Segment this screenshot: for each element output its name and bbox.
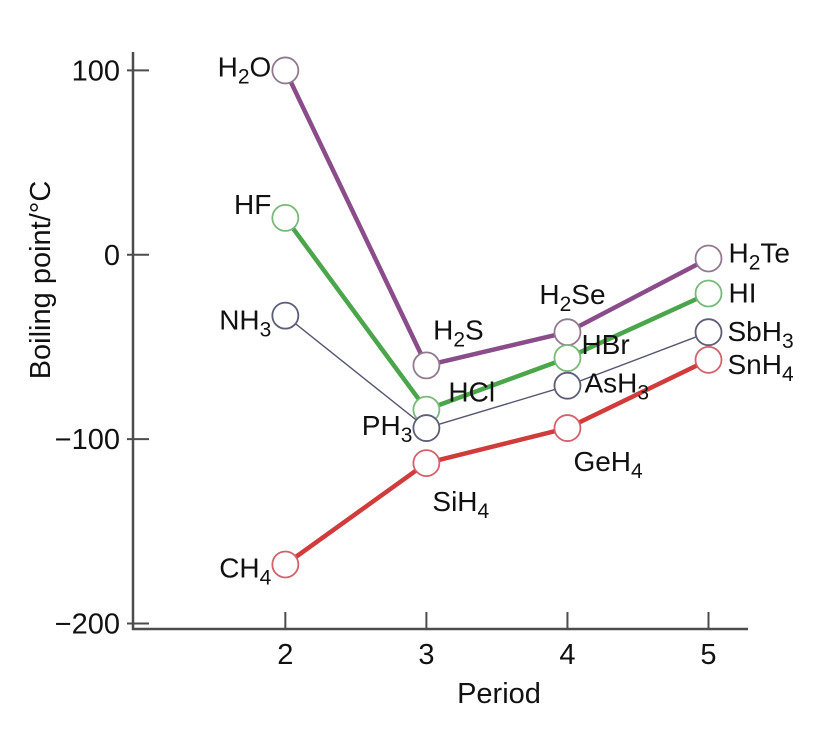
marker-sih4 — [412, 449, 441, 477]
marker-ash3 — [553, 371, 582, 400]
marker-nh3 — [271, 301, 300, 330]
line-group-15-hydrides — [284, 314, 710, 429]
label-ph3: PH3 — [362, 410, 413, 447]
marker-hf — [271, 204, 300, 232]
y-axis-title: Boiling point/°C — [25, 181, 57, 380]
label-sih4: SiH4 — [432, 486, 489, 523]
marker-ph3 — [412, 414, 441, 442]
y-tick-label: −100 — [55, 424, 120, 456]
x-tick-label: 2 — [277, 639, 293, 671]
marker-hi — [694, 279, 723, 308]
label-hi: HI — [729, 277, 757, 308]
label-snh4: SnH4 — [728, 349, 794, 386]
series-points-group-14-hydrides: CH4 SiH4 GeH4 SnH4 — [219, 345, 794, 589]
line-group-17-hydrides — [283, 215, 711, 412]
series-line-group-14-hydrides — [283, 357, 711, 567]
label-ash3: AsH3 — [584, 368, 649, 405]
series-points-group-16-hydrides: H2O H2S H2Se H2Te — [218, 51, 791, 380]
marker-geh4 — [553, 414, 582, 442]
label-h2te: H2Te — [729, 237, 791, 274]
x-tick-label: 4 — [559, 639, 575, 671]
label-geh4: GeH4 — [573, 446, 643, 483]
series-line-group-17-hydrides — [283, 215, 711, 412]
marker-snh4 — [694, 345, 723, 374]
marker-ch4 — [271, 550, 300, 579]
label-ch4: CH4 — [219, 552, 271, 589]
y-tick-label: 100 — [72, 55, 120, 87]
label-hcl: HCl — [448, 377, 495, 408]
marker-h2te — [694, 244, 723, 273]
x-tick-label: 3 — [418, 639, 434, 671]
label-nh3: NH3 — [219, 305, 271, 342]
marker-h2s — [412, 351, 441, 380]
series-line-group-16-hydrides — [283, 68, 711, 368]
line-group-14-hydrides — [283, 357, 711, 567]
label-h2o: H2O — [218, 51, 272, 88]
series-points-group-15-hydrides: NH3 PH3 AsH3 SbH3 — [219, 301, 794, 447]
axes: 100 0 −100 −200 2 3 4 5 Boiling point/°C Period — [25, 52, 748, 710]
marker-hbr — [553, 344, 582, 372]
label-hf: HF — [234, 189, 271, 220]
label-sbh3: SbH3 — [728, 316, 794, 353]
series-line-group-15-hydrides — [284, 314, 710, 429]
label-h2se: H2Se — [539, 279, 605, 316]
x-tick-label: 5 — [700, 639, 716, 671]
x-axis-title: Period — [457, 678, 541, 710]
line-group-16-hydrides — [283, 68, 711, 368]
marker-h2se — [553, 318, 582, 347]
marker-sbh3 — [694, 318, 723, 347]
label-h2s: H2S — [433, 314, 484, 351]
label-hbr: HBr — [581, 329, 629, 360]
marker-h2o — [271, 56, 300, 85]
y-tick-label: 0 — [104, 240, 120, 272]
y-tick-label: −200 — [55, 608, 120, 640]
